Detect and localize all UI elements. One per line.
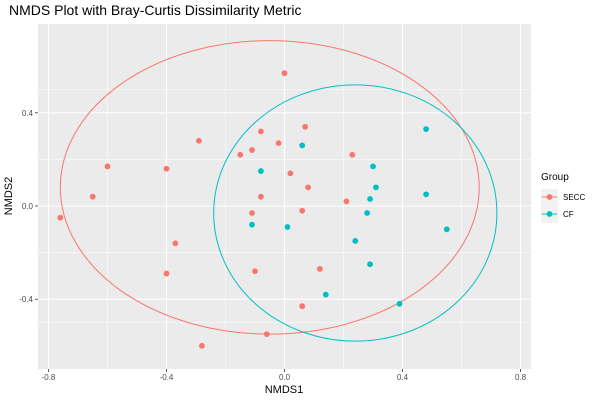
secc-point	[172, 240, 179, 247]
cf-point	[352, 238, 359, 244]
y-tick-label: 0.4	[22, 109, 34, 118]
y-tick-label: -0.4	[19, 295, 33, 304]
secc-ellipse	[59, 40, 480, 335]
data-points	[57, 70, 450, 349]
x-axis-ticks: -0.8 -0.4 0.0 0.4 0.8	[42, 369, 527, 382]
legend-key-point	[546, 211, 553, 217]
secc-point	[263, 331, 270, 338]
x-axis-title: NMDS1	[265, 384, 304, 396]
cf-point	[284, 224, 291, 230]
cf-point	[373, 184, 379, 191]
y-axis-ticks: -0.4 0.0 0.4	[19, 109, 38, 304]
x-tick-label: 0.8	[515, 373, 527, 382]
secc-point	[57, 214, 64, 221]
y-axis-title: NMDS2	[3, 177, 15, 216]
secc-point	[249, 147, 255, 153]
x-tick-label: 0.4	[397, 373, 409, 382]
confidence-ellipses	[59, 40, 498, 342]
cf-ellipse	[213, 84, 498, 342]
secc-point	[302, 123, 309, 130]
cf-point	[367, 261, 373, 268]
secc-point	[163, 165, 170, 172]
x-tick-label: -0.8	[42, 373, 56, 382]
cf-point	[396, 300, 403, 307]
secc-point	[89, 193, 96, 200]
cf-point	[423, 126, 429, 133]
secc-point	[249, 210, 255, 216]
secc-point	[252, 268, 258, 275]
secc-point	[275, 140, 282, 146]
cf-point	[443, 226, 450, 233]
legend-title: Group	[541, 172, 569, 183]
secc-point	[163, 270, 170, 277]
legend-label-secc: SECC	[563, 193, 585, 202]
secc-point	[317, 266, 323, 272]
secc-point	[349, 151, 356, 158]
cf-point	[249, 221, 255, 228]
secc-point	[281, 70, 288, 77]
secc-point	[287, 170, 294, 177]
grid-major	[38, 24, 531, 369]
cf-point	[299, 142, 306, 149]
legend: Group SECC CF	[541, 172, 585, 223]
secc-point	[258, 128, 264, 135]
chart-title: NMDS Plot with Bray-Curtis Dissimilarity…	[9, 2, 301, 18]
secc-point	[104, 163, 111, 170]
secc-point	[258, 193, 264, 200]
cf-point	[322, 291, 329, 298]
cf-point	[370, 163, 376, 170]
legend-key-point	[546, 194, 553, 200]
secc-point	[299, 207, 306, 214]
secc-point	[305, 184, 311, 191]
legend-label-cf: CF	[563, 210, 574, 219]
secc-point	[199, 342, 205, 349]
secc-point	[299, 303, 306, 310]
secc-point	[237, 151, 244, 158]
cf-point	[258, 168, 264, 174]
x-tick-label: 0.0	[279, 373, 291, 382]
secc-point	[343, 198, 350, 205]
x-tick-label: -0.4	[160, 373, 174, 382]
cf-point	[423, 191, 429, 198]
y-tick-label: 0.0	[22, 202, 34, 211]
cf-point	[367, 196, 373, 202]
secc-point	[196, 137, 202, 144]
cf-point	[364, 210, 370, 216]
